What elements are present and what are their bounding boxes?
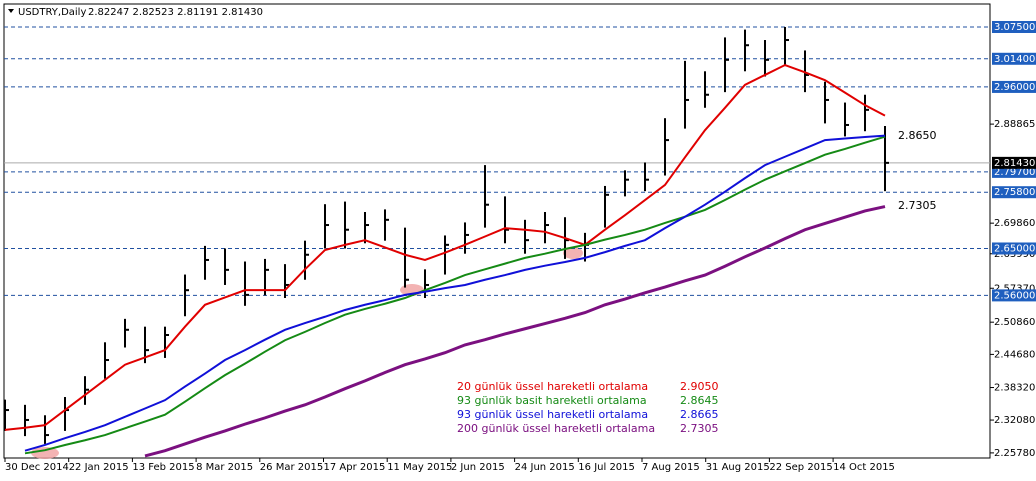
level-label: 3.01400: [994, 54, 1035, 65]
ma-line: [24, 134, 886, 452]
legend-value: 2.8665: [680, 408, 719, 421]
x-tick-label: 11 May 2015: [387, 462, 452, 473]
menu-arrow: [8, 9, 14, 13]
legend-name: 93 günlük üssel hareketli ortalama: [457, 408, 648, 421]
x-tick-label: 7 Aug 2015: [642, 462, 700, 473]
y-tick-label: 2.50860: [994, 317, 1035, 328]
level-label: 2.65000: [994, 243, 1035, 254]
y-tick-label: 2.69860: [994, 218, 1035, 229]
highlight: [31, 447, 59, 459]
level-label: 2.96000: [994, 82, 1035, 93]
x-tick-label: 17 Apr 2015: [324, 462, 386, 473]
ma-line: [24, 135, 886, 455]
x-tick-label: 31 Aug 2015: [706, 462, 770, 473]
level-label-bg: [992, 165, 1036, 178]
level-label: 3.07500: [994, 22, 1035, 33]
legend-name: 20 günlük üssel hareketli ortalama: [457, 380, 648, 393]
level-label-bg: [992, 186, 1036, 199]
symbol: USDTRY,Daily: [18, 7, 86, 18]
x-tick-label: 13 Feb 2015: [132, 462, 194, 473]
level-label: 2.56000: [994, 290, 1035, 301]
price-label: 2.81430: [994, 158, 1035, 169]
annotation: 2.8650: [898, 129, 937, 142]
x-tick-label: 14 Oct 2015: [833, 462, 895, 473]
y-tick-label: 2.32080: [994, 415, 1035, 426]
level-label-bg: [992, 242, 1036, 255]
level-label: 2.79700: [994, 167, 1035, 178]
x-tick-label: 24 Jun 2015: [515, 462, 575, 473]
legend-value: 2.8645: [680, 394, 719, 407]
legend-name: 93 günlük basit hareketli ortalama: [457, 394, 647, 407]
ma-line: [4, 63, 886, 431]
y-tick-label: 2.57370: [994, 283, 1035, 294]
level-label-bg: [992, 80, 1036, 93]
y-tick-label: 2.88865: [994, 119, 1035, 130]
ma-line: [144, 205, 886, 458]
legend-value: 2.7305: [680, 422, 719, 435]
highlight: [563, 247, 583, 259]
y-tick-label: 2.25780: [994, 448, 1035, 459]
x-tick-label: 2 Jun 2015: [451, 462, 505, 473]
price-label-bg: [992, 156, 1036, 169]
annotation: 2.7305: [898, 199, 937, 212]
x-tick-label: 8 Mar 2015: [196, 462, 253, 473]
level-label: 2.75800: [994, 187, 1035, 198]
level-label-bg: [992, 20, 1036, 33]
ohlc-header: 2.82247 2.82523 2.81191 2.81430: [88, 7, 263, 18]
legend-name: 200 günlük üssel hareketli ortalama: [457, 422, 655, 435]
y-tick-label: 2.38320: [994, 383, 1035, 394]
x-tick-label: 30 Dec 2014: [5, 462, 69, 473]
legend-value: 2.9050: [680, 380, 719, 393]
x-tick-label: 16 Jul 2015: [578, 462, 635, 473]
x-tick-label: 22 Jan 2015: [69, 462, 129, 473]
level-label-bg: [992, 289, 1036, 302]
level-label-bg: [992, 52, 1036, 65]
x-tick-label: 26 Mar 2015: [260, 462, 323, 473]
y-tick-label: 2.44680: [994, 349, 1035, 360]
x-tick-label: 22 Sep 2015: [769, 462, 832, 473]
